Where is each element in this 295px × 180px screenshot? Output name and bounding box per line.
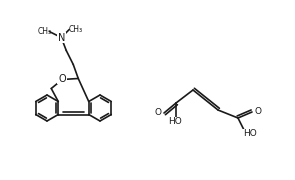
Text: CH₃: CH₃ (68, 25, 82, 34)
Text: O: O (58, 73, 66, 84)
Text: HO: HO (243, 129, 257, 138)
Text: HO: HO (168, 118, 182, 127)
Text: O: O (255, 107, 261, 116)
Text: N: N (58, 33, 65, 42)
Text: O: O (155, 107, 161, 116)
Text: CH₃: CH₃ (37, 27, 51, 36)
